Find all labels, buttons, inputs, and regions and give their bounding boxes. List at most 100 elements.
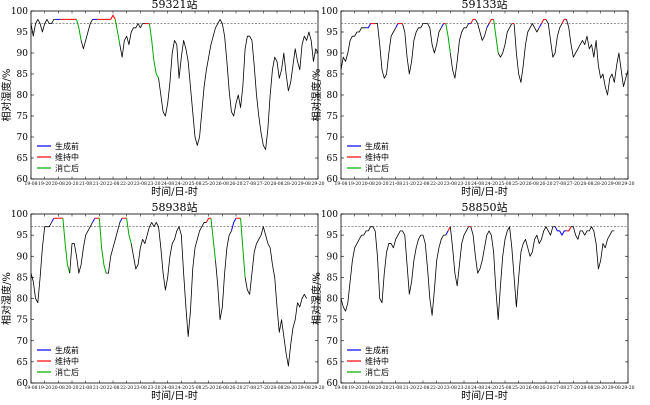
series-line-blue-1: [51, 217, 55, 223]
x-tick-label: 26-20: [230, 385, 243, 391]
legend-label: 消亡后: [365, 163, 389, 173]
legend-label: 消亡后: [365, 367, 389, 377]
legend-label: 生成前: [365, 345, 389, 355]
y-tick-label: 90: [327, 252, 339, 262]
series-line-black-4: [80, 19, 93, 50]
x-tick-label: 22-20: [430, 385, 443, 391]
x-tick-label: 23-08: [444, 385, 457, 391]
x-tick-label: 22-20: [120, 385, 133, 391]
series-line-black-15: [215, 230, 232, 321]
x-axis-label: 时间/日-时: [461, 389, 508, 402]
y-tick-label: 70: [17, 337, 29, 347]
series-line-black-11: [158, 19, 319, 150]
legend-label: 生成前: [55, 141, 79, 151]
series-line-red-12: [470, 18, 476, 24]
series-line-black-8: [119, 23, 145, 58]
x-tick-label: 19-08: [335, 181, 348, 187]
x-tick-label: 20-08: [362, 385, 375, 391]
series-line-blue-20: [538, 23, 542, 29]
series-line-blue-5: [92, 217, 96, 223]
x-tick-label: 21-08: [389, 181, 402, 187]
series-line-red-21: [541, 18, 546, 24]
x-tick-label: 28-08: [271, 181, 284, 187]
x-tick-label: 27-20: [567, 385, 580, 391]
x-axis-label: 时间/日-时: [461, 185, 508, 198]
y-tick-label: 95: [17, 28, 29, 38]
y-tick-label: 75: [17, 112, 29, 122]
x-tick-label: 19-20: [348, 385, 361, 391]
series-line-black-0: [30, 222, 52, 304]
legend-label: 生成前: [55, 345, 79, 355]
x-tick-label: 27-20: [257, 181, 270, 187]
series-line-green-18: [240, 218, 246, 278]
series-line-green-7: [98, 218, 107, 274]
x-tick-label: 21-20: [93, 385, 106, 391]
x-tick-label: 24-08: [161, 385, 174, 391]
x-tick-label: 28-20: [594, 385, 607, 391]
x-tick-label: 29-08: [298, 385, 311, 391]
x-tick-label: 26-08: [216, 385, 229, 391]
y-tick-label: 90: [17, 49, 29, 59]
x-tick-label: 25-20: [512, 385, 525, 391]
y-tick-label: 100: [321, 210, 338, 220]
series-line-red-23: [561, 18, 567, 24]
series-line-black-6: [402, 23, 442, 75]
x-tick-label: 27-08: [243, 181, 256, 187]
y-tick-label: 60: [327, 379, 339, 389]
x-tick-label: 21-20: [93, 181, 106, 187]
x-tick-label: 23-08: [134, 385, 147, 391]
x-tick-label: 27-08: [553, 385, 566, 391]
y-tick-label: 80: [327, 91, 339, 101]
x-tick-label: 21-08: [79, 385, 92, 391]
series-line-black-0: [30, 19, 57, 37]
x-tick-label: 21-08: [389, 385, 402, 391]
y-tick-label: 70: [17, 133, 29, 143]
y-tick-label: 70: [327, 337, 339, 347]
y-tick-label: 100: [321, 7, 338, 17]
legend-label: 消亡后: [55, 367, 79, 377]
x-tick-label: 19-20: [38, 181, 51, 187]
y-tick-label: 75: [327, 112, 339, 122]
x-tick-label: 25-08: [499, 181, 512, 187]
x-tick-label: 28-20: [284, 181, 297, 187]
series-line-blue-14: [486, 23, 490, 29]
series-line-blue-6: [554, 226, 567, 236]
x-tick-label: 24-08: [471, 385, 484, 391]
x-tick-label: 20-20: [376, 181, 389, 187]
x-tick-label: 29-20: [312, 181, 325, 187]
x-tick-label: 23-20: [148, 385, 161, 391]
x-tick-label: 24-20: [485, 385, 498, 391]
x-tick-label: 20-08: [52, 181, 65, 187]
series-line-blue-16: [230, 217, 237, 232]
x-tick-label: 29-08: [608, 181, 621, 187]
x-axis-label: 时间/日-时: [151, 185, 198, 198]
x-tick-label: 19-08: [25, 181, 38, 187]
x-tick-label: 23-08: [444, 181, 457, 187]
y-tick-label: 100: [11, 7, 28, 17]
x-axis-label: 时间/日-时: [151, 389, 198, 402]
x-tick-label: 19-08: [335, 385, 348, 391]
x-tick-label: 23-20: [458, 181, 471, 187]
y-axis-label: 相对湿度/%: [310, 69, 323, 122]
x-tick-label: 24-20: [485, 181, 498, 187]
x-tick-label: 28-08: [581, 385, 594, 391]
series-line-green-3: [62, 218, 71, 274]
y-tick-label: 65: [17, 358, 29, 368]
x-tick-label: 22-08: [417, 181, 430, 187]
x-tick-label: 26-08: [216, 181, 229, 187]
x-tick-label: 20-20: [66, 385, 79, 391]
x-tick-label: 25-08: [189, 181, 202, 187]
y-tick-label: 80: [327, 295, 339, 305]
panel-title: 58938站: [152, 200, 198, 214]
series-line-black-22: [545, 19, 563, 58]
series-line-black-3: [449, 226, 469, 287]
series-line-blue-9: [119, 217, 123, 223]
x-tick-label: 29-20: [312, 385, 325, 391]
y-tick-label: 60: [17, 379, 29, 389]
x-tick-label: 27-20: [257, 385, 270, 391]
y-tick-label: 100: [11, 210, 28, 220]
x-tick-label: 27-20: [567, 181, 580, 187]
